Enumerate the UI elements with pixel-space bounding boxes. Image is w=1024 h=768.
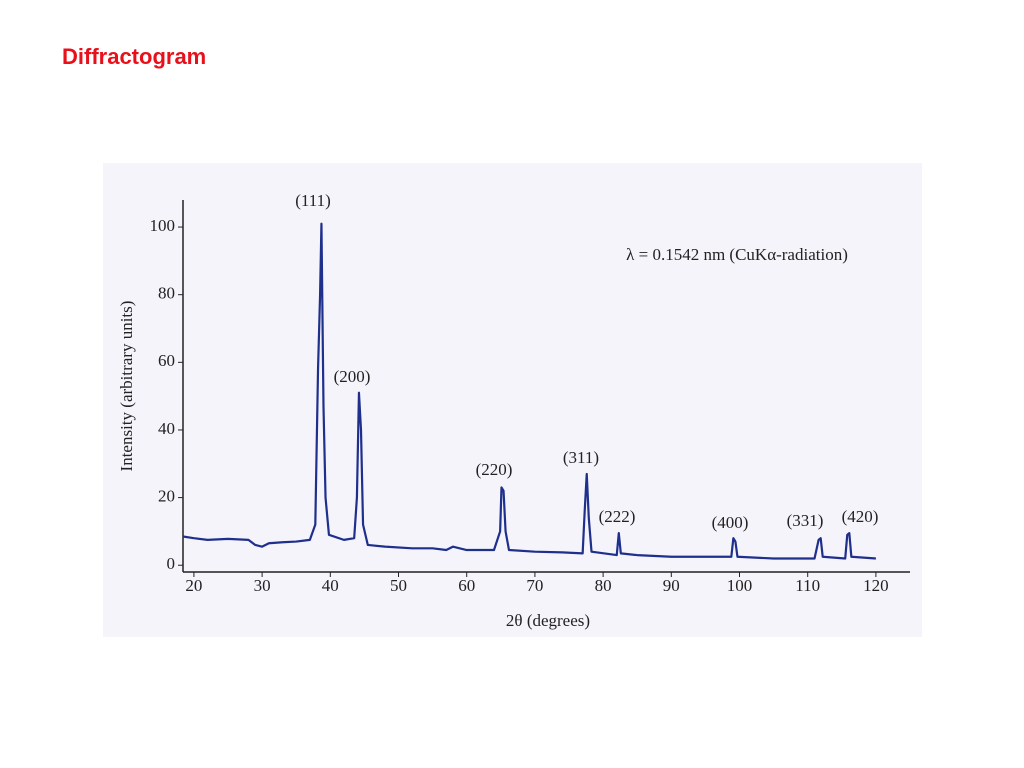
x-tick-label: 30 — [254, 576, 271, 595]
annotation: (331) — [787, 511, 824, 530]
x-tick-label: 40 — [322, 576, 339, 595]
y-tick-label: 60 — [158, 351, 175, 370]
x-tick-label: 110 — [795, 576, 820, 595]
annotation: (420) — [842, 507, 879, 526]
y-tick-label: 100 — [150, 216, 176, 235]
data-line — [182, 222, 876, 560]
annotation: (111) — [295, 191, 331, 210]
x-tick-label: 70 — [526, 576, 543, 595]
x-tick-label: 20 — [185, 576, 202, 595]
y-tick-label: 40 — [158, 419, 175, 438]
x-tick-label: 50 — [390, 576, 407, 595]
annotation: (222) — [599, 507, 636, 526]
slide-title: Diffractogram — [62, 44, 207, 69]
annotation: (220) — [476, 460, 513, 479]
annotation: (400) — [712, 513, 749, 532]
y-tick-label: 0 — [167, 554, 176, 573]
annotation: λ = 0.1542 nm (CuKα-radiation) — [626, 245, 848, 264]
x-tick-label: 120 — [863, 576, 889, 595]
chart-panel — [103, 163, 922, 637]
y-tick-label: 20 — [158, 487, 175, 506]
annotation: (311) — [563, 448, 599, 467]
annotation: (200) — [334, 367, 371, 386]
y-tick-label: 80 — [158, 284, 175, 303]
x-tick-label: 90 — [663, 576, 680, 595]
x-tick-label: 60 — [458, 576, 475, 595]
y-axis-label: Intensity (arbitrary units) — [117, 301, 136, 472]
x-axis-label: 2θ (degrees) — [506, 611, 590, 630]
x-tick-label: 100 — [727, 576, 753, 595]
x-tick-label: 80 — [595, 576, 612, 595]
